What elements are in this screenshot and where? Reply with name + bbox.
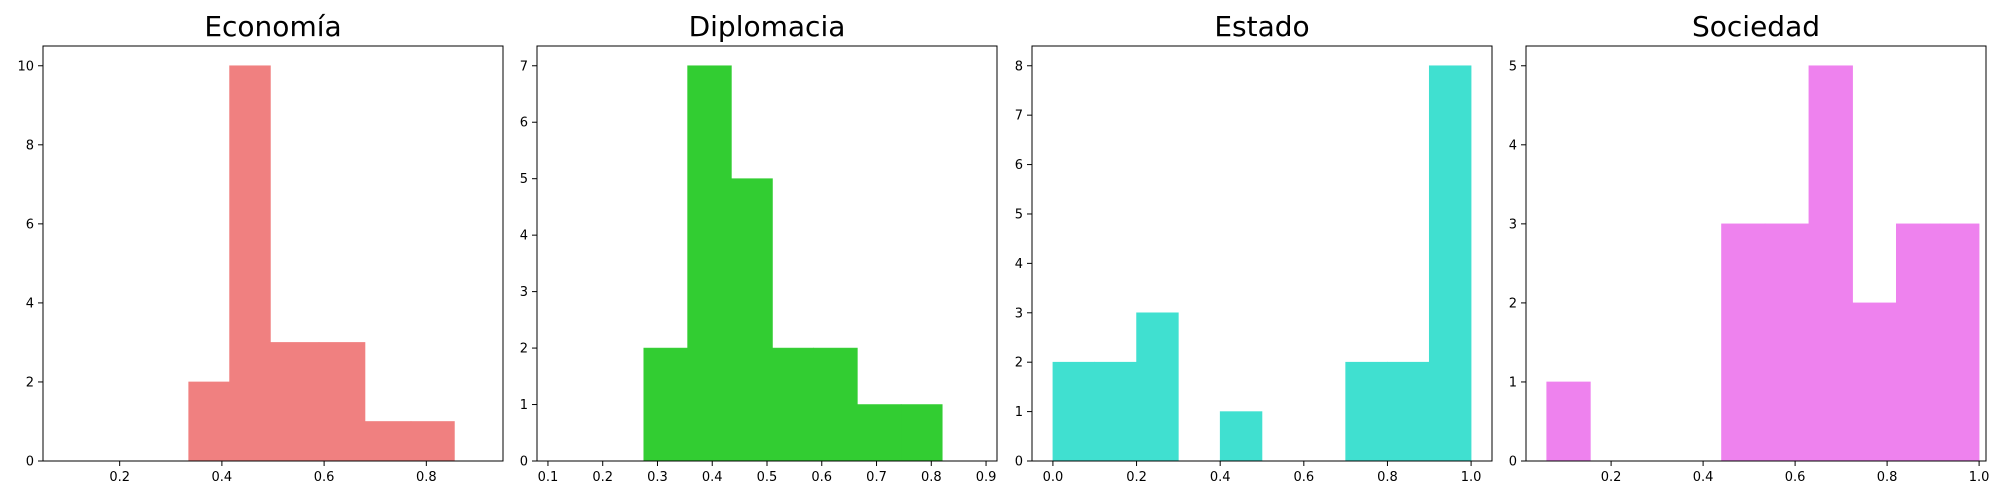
histogram-bar bbox=[813, 347, 858, 462]
panel-title: Estado bbox=[1214, 10, 1309, 43]
y-tick-label: 5 bbox=[1015, 207, 1023, 222]
y-tick-label: 2 bbox=[520, 342, 528, 357]
y-tick-label: 7 bbox=[1015, 109, 1023, 124]
histogram-bar bbox=[857, 404, 902, 462]
y-tick-label: 1 bbox=[520, 398, 528, 413]
x-tick-label: 0.4 bbox=[1693, 470, 1714, 485]
histogram-bar bbox=[410, 421, 455, 462]
panel-title: Economía bbox=[204, 10, 341, 43]
histogram-panel-2: 0.1 0.2 0.3 0.4 0.5 0.6 0.7 0.8 0.9 0 1 2 3 4 5 6 7 Diplo… bbox=[520, 10, 998, 485]
x-tick-label: 0.2 bbox=[592, 470, 613, 485]
y-tick-label: 6 bbox=[1015, 158, 1023, 173]
y-tick-label: 1 bbox=[1509, 375, 1517, 390]
y-tick-label: 0 bbox=[520, 455, 528, 470]
x-tick-label: 0.2 bbox=[1601, 470, 1622, 485]
y-tick-label: 4 bbox=[26, 296, 34, 311]
y-tick-label: 5 bbox=[1509, 59, 1517, 74]
histogram-bar bbox=[1387, 361, 1430, 462]
histogram-bar bbox=[1136, 312, 1179, 462]
y-tick-label: 3 bbox=[1015, 306, 1023, 321]
x-tick-label: 0.8 bbox=[1377, 470, 1398, 485]
y-tick-label: 5 bbox=[520, 172, 528, 187]
histogram-bar bbox=[229, 65, 271, 462]
y-tick-label: 2 bbox=[1509, 296, 1517, 311]
y-tick-label: 4 bbox=[1015, 257, 1023, 272]
x-tick-label: 0.6 bbox=[314, 470, 335, 485]
histogram-bar bbox=[643, 347, 688, 462]
x-tick-label: 0.1 bbox=[538, 470, 559, 485]
x-tick-label: 0.3 bbox=[647, 470, 668, 485]
histogram-bar bbox=[731, 178, 773, 462]
y-tick-label: 3 bbox=[1509, 217, 1517, 232]
panel-title: Sociedad bbox=[1692, 10, 1820, 43]
y-tick-label: 2 bbox=[1015, 356, 1023, 371]
histogram-bar bbox=[687, 65, 732, 462]
plot-frame bbox=[1525, 45, 1987, 462]
y-tick-label: 2 bbox=[26, 375, 34, 390]
x-tick-label: 1.0 bbox=[1969, 470, 1990, 485]
y-tick-label: 6 bbox=[26, 217, 34, 232]
plot-frame bbox=[1031, 45, 1493, 462]
histogram-bar bbox=[188, 381, 230, 462]
x-tick-label: 0.6 bbox=[1785, 470, 1806, 485]
y-tick-label: 8 bbox=[26, 138, 34, 153]
histogram-bar bbox=[1546, 381, 1591, 462]
histogram-bar bbox=[1852, 302, 1897, 462]
histogram-bar bbox=[1808, 65, 1853, 462]
histogram-panel-4: 0.2 0.4 0.6 0.8 1.0 0 1 2 3 4 5 Sociedad bbox=[1509, 10, 1990, 485]
x-tick-label: 0.4 bbox=[702, 470, 723, 485]
x-tick-label: 1.0 bbox=[1461, 470, 1482, 485]
histogram-bar bbox=[772, 347, 814, 462]
histogram-bar bbox=[900, 404, 943, 462]
panel-title: Diplomacia bbox=[689, 10, 846, 43]
y-tick-label: 3 bbox=[520, 285, 528, 300]
x-tick-label: 0.0 bbox=[1043, 470, 1064, 485]
x-tick-label: 0.6 bbox=[811, 470, 832, 485]
histogram-bar bbox=[1219, 411, 1263, 462]
x-tick-label: 0.8 bbox=[1877, 470, 1898, 485]
y-tick-label: 4 bbox=[520, 229, 528, 244]
x-tick-label: 0.8 bbox=[921, 470, 942, 485]
y-tick-label: 0 bbox=[1509, 455, 1517, 470]
y-tick-label: 0 bbox=[26, 455, 34, 470]
y-tick-label: 6 bbox=[520, 116, 528, 131]
histogram-bar bbox=[1721, 223, 1766, 462]
x-tick-label: 0.5 bbox=[757, 470, 778, 485]
histogram-bar bbox=[1428, 65, 1472, 462]
histogram-bar bbox=[318, 342, 366, 462]
x-tick-label: 0.4 bbox=[1210, 470, 1231, 485]
histogram-bar bbox=[1094, 361, 1137, 462]
plot-frame bbox=[42, 45, 504, 462]
histogram-bar bbox=[1345, 361, 1388, 462]
histogram-bar bbox=[364, 421, 412, 462]
histogram-bar bbox=[270, 342, 320, 462]
x-tick-label: 0.8 bbox=[416, 470, 437, 485]
y-tick-label: 0 bbox=[1015, 455, 1023, 470]
x-tick-label: 0.6 bbox=[1293, 470, 1314, 485]
histogram-panel-1: 0.2 0.4 0.6 0.8 0 2 4 6 8 10 Economía bbox=[17, 10, 504, 485]
histogram-bar bbox=[1764, 223, 1810, 462]
x-tick-label: 0.7 bbox=[866, 470, 887, 485]
x-tick-label: 0.2 bbox=[1126, 470, 1147, 485]
y-tick-label: 10 bbox=[17, 59, 34, 74]
histogram-bar bbox=[1939, 223, 1980, 462]
x-tick-label: 0.4 bbox=[212, 470, 233, 485]
histogram-panel-3: 0.0 0.2 0.4 0.6 0.8 1.0 0 1 2 3 4 5 6 7 8 Estado bbox=[1015, 10, 1493, 485]
y-tick-label: 1 bbox=[1015, 405, 1023, 420]
histogram-bar bbox=[1896, 223, 1941, 462]
y-tick-label: 8 bbox=[1015, 59, 1023, 74]
x-tick-label: 0.9 bbox=[976, 470, 997, 485]
histogram-bar bbox=[1052, 361, 1096, 462]
y-tick-label: 7 bbox=[520, 59, 528, 74]
x-tick-label: 0.2 bbox=[109, 470, 130, 485]
y-tick-label: 4 bbox=[1509, 138, 1517, 153]
